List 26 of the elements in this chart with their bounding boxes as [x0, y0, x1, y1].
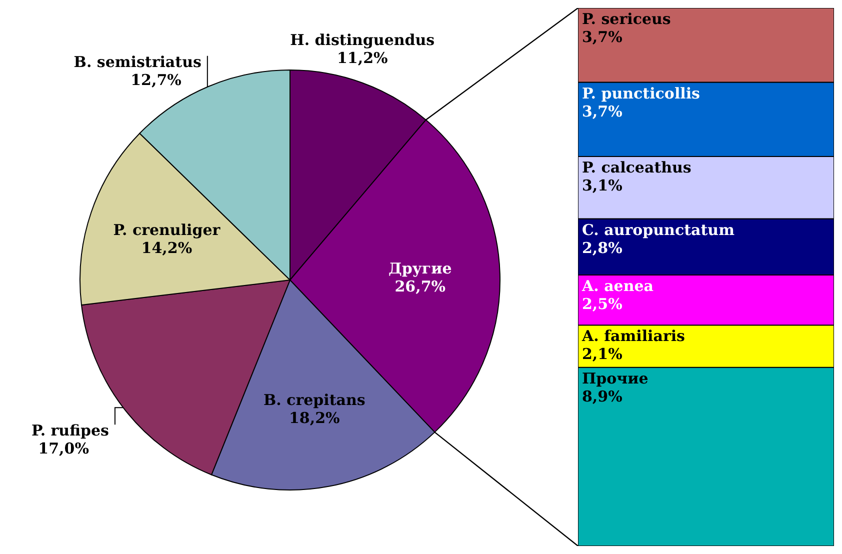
data-label: 2,5%	[582, 294, 622, 313]
series-label: C. auropunctatum	[582, 220, 735, 239]
data-label: 12,7%	[130, 70, 182, 89]
data-label: 8,9%	[582, 387, 622, 406]
slice-label: P. rufipes	[32, 422, 109, 440]
data-label: 18,2%	[289, 408, 340, 427]
data-label: 11,2%	[336, 49, 388, 67]
data-label: 3,7%	[582, 28, 622, 46]
data-label: 14,2%	[141, 239, 192, 258]
series-label: A. aenea	[581, 276, 654, 295]
series-label: P. puncticollis	[582, 84, 700, 102]
data-label: 2,1%	[582, 345, 622, 364]
series-label: P. calceathus	[582, 158, 692, 177]
slice-label: Другие	[388, 259, 452, 278]
data-label: 3,7%	[582, 102, 622, 120]
series-label: Прочие	[582, 369, 648, 388]
series-label: P. sericeus	[582, 10, 671, 28]
slice-label: B. crepitans	[263, 390, 366, 409]
slice-label: P. crenuliger	[113, 221, 222, 240]
data-label: 26,7%	[394, 277, 446, 296]
slice-label: B. semistriatus	[74, 52, 202, 71]
data-label: 17,0%	[38, 440, 89, 458]
slice-label: H. distinguendus	[290, 31, 435, 49]
series-label: A. familiaris	[581, 327, 685, 346]
data-label: 2,8%	[582, 238, 622, 257]
data-label: 3,1%	[582, 176, 622, 195]
